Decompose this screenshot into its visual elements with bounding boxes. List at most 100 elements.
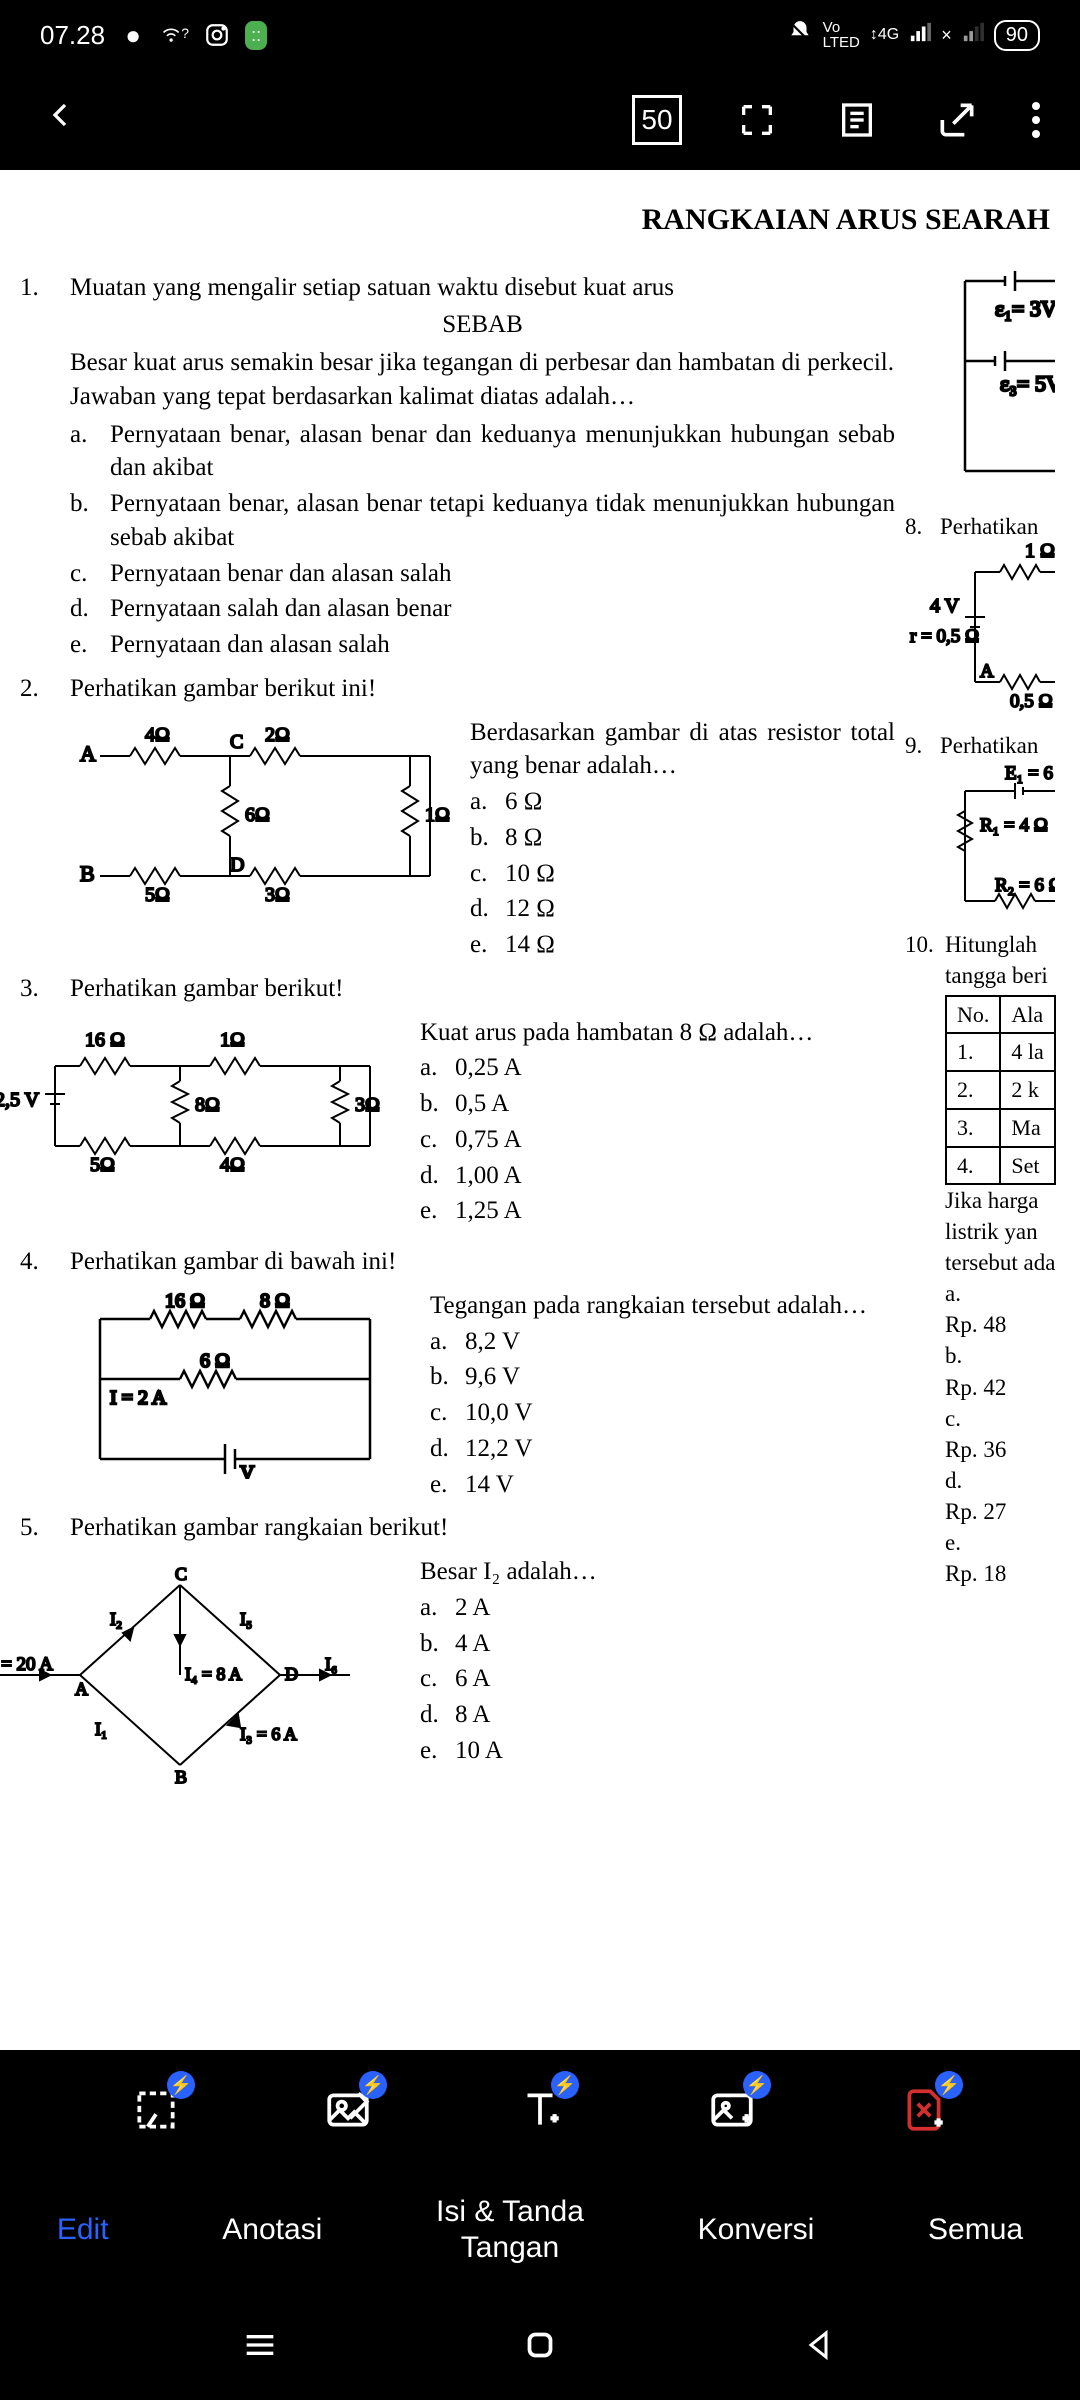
q2-circuit: A 4Ω C 2Ω [70,716,450,964]
q5-b: 4 A [455,1627,490,1661]
svg-text:V: V [240,1462,255,1479]
q1-opt-a: Pernyataan benar, alasan benar dan kedua… [110,418,895,486]
svg-text:I₁: I₁ [95,1719,107,1739]
q10-after3: tersebut ada [945,1247,1060,1278]
system-nav [0,2290,1080,2400]
svg-text:R₂ = 6 Ω: R₂ = 6 Ω [995,875,1055,896]
q2-b: 8 Ω [505,821,542,855]
doc-title: RANGKAIAN ARUS SEARAH [20,200,1060,241]
q10-d: Rp. 27 [945,1496,1060,1527]
pro-badge-icon: ⚡ [167,2071,195,2099]
svg-text:1Ω: 1Ω [220,1029,245,1051]
back-button[interactable] [40,95,80,146]
svg-text:6 Ω: 6 Ω [200,1350,230,1372]
svg-text:8Ω: 8Ω [195,1094,220,1116]
tab-semua[interactable]: Semua [928,2213,1023,2247]
q9-circuit: E₁ = 6 V R₁ = 4 Ω R₂ = 6 Ω [905,761,1060,929]
tab-anotasi[interactable]: Anotasi [222,2213,322,2247]
q3-d: 1,00 A [455,1159,522,1193]
svg-text:B: B [80,861,95,886]
tab-konversi[interactable]: Konversi [698,2213,815,2247]
svg-text:A: A [80,741,96,766]
signal-x-icon: × [941,25,952,46]
svg-text:ε₃= 5V: ε₃= 5V [1000,371,1055,396]
svg-text:8 Ω: 8 Ω [260,1290,290,1312]
pro-badge-icon: ⚡ [935,2071,963,2099]
q1-line3: Jawaban yang tepat berdasarkan kalimat d… [70,380,895,414]
document-view[interactable]: RANGKAIAN ARUS SEARAH 1. Muatan yang men… [0,170,1080,2060]
instagram-icon [203,21,231,49]
page-indicator[interactable]: 50 [632,95,682,145]
image-add-tool-icon[interactable]: ⚡ [697,2075,767,2145]
svg-text:16 Ω: 16 Ω [85,1029,125,1051]
q4-desc: Tegangan pada rangkaian tersebut adalah… [430,1289,895,1323]
q10-num: 10. [905,929,945,991]
tab-edit[interactable]: Edit [57,2213,109,2247]
green-badge-icon: :: [245,21,267,50]
q10-e: Rp. 18 [945,1558,1060,1589]
q2-c: 10 Ω [505,857,555,891]
q4-prompt: Perhatikan gambar di bawah ini! [70,1245,895,1279]
page-add-tool-icon[interactable]: ⚡ [889,2075,959,2145]
pro-badge-icon: ⚡ [551,2071,579,2099]
q2-d: 12 Ω [505,892,555,926]
q3-num: 3. [20,972,70,1006]
q5-desc: Besar I₂ adalah… [420,1555,895,1589]
svg-text:4Ω: 4Ω [145,724,170,746]
q2-e: 14 Ω [505,928,555,962]
svg-text:ε₁= 3V: ε₁= 3V [995,296,1055,321]
signal2-icon [962,21,984,49]
svg-text:16 Ω: 16 Ω [165,1290,205,1312]
svg-text:I₆: I₆ [325,1654,337,1674]
crop-tool-icon[interactable]: ⚡ [121,2075,191,2145]
q5-num: 5. [20,1511,70,1545]
q4-c: 10,0 V [465,1396,533,1430]
recent-apps-button[interactable] [235,2320,285,2370]
fullscreen-icon[interactable] [732,95,782,145]
share-icon[interactable] [932,95,982,145]
app-toolbar: 50 [0,70,1080,170]
q5-c: 6 A [455,1662,490,1696]
svg-text:r = 0,5 Ω: r = 0,5 Ω [910,626,979,647]
pro-badge-icon: ⚡ [743,2071,771,2099]
image-edit-tool-icon[interactable]: ⚡ [313,2075,383,2145]
q10-a: Rp. 48 [945,1309,1060,1340]
signal-icon [909,21,931,49]
svg-text:4 V: 4 V [930,595,960,617]
svg-text:C: C [175,1564,187,1584]
svg-text:I₅: I₅ [240,1609,252,1629]
q1-opt-d: Pernyataan salah dan alasan benar [110,592,895,626]
q2-desc: Berdasarkan gambar di atas resistor tota… [470,716,895,784]
svg-text:I₄ = 8 A: I₄ = 8 A [185,1664,242,1684]
q1-opt-e: Pernyataan dan alasan salah [110,628,895,662]
back-nav-button[interactable] [795,2320,845,2370]
q1-opt-b: Pernyataan benar, alasan benar tetapi ke… [110,487,895,555]
text-tool-icon[interactable]: ⚡ [505,2075,575,2145]
q1-num: 1. [20,271,70,664]
q4-a: 8,2 V [465,1325,520,1359]
q10-b: Rp. 42 [945,1372,1060,1403]
q10-c: Rp. 36 [945,1434,1060,1465]
q10-text2: tangga beri [945,960,1048,991]
svg-text:A: A [980,661,994,682]
svg-text:6Ω: 6Ω [245,804,270,826]
outline-icon[interactable] [832,95,882,145]
q1-line2: Besar kuat arus semakin besar jika tegan… [70,346,895,380]
svg-text:D: D [285,1664,298,1684]
q4-d: 12,2 V [465,1432,533,1466]
q1-line1: Muatan yang mengalir setiap satuan waktu… [70,271,895,305]
svg-text:I₃ = 6 A: I₃ = 6 A [240,1724,297,1744]
q4-num: 4. [20,1245,70,1503]
q10-after1: Jika harga [945,1185,1060,1216]
svg-text:12,5 V: 12,5 V [0,1089,40,1111]
q9-text: Perhatikan [940,730,1038,761]
battery-indicator: 90 [994,20,1040,51]
q8-circuit: 1 Ω 4 V r = 0,5 Ω A 0,5 Ω [905,542,1060,730]
q4-circuit: 16 Ω 8 Ω 6 Ω [70,1289,410,1504]
svg-text:3Ω: 3Ω [265,884,290,906]
pro-badge-icon: ⚡ [359,2071,387,2099]
home-button[interactable] [515,2320,565,2370]
svg-text:E₁ = 6 V: E₁ = 6 V [1005,763,1055,784]
more-menu-icon[interactable] [1032,102,1040,138]
tab-isi[interactable]: Isi & TandaTangan [436,2194,584,2266]
